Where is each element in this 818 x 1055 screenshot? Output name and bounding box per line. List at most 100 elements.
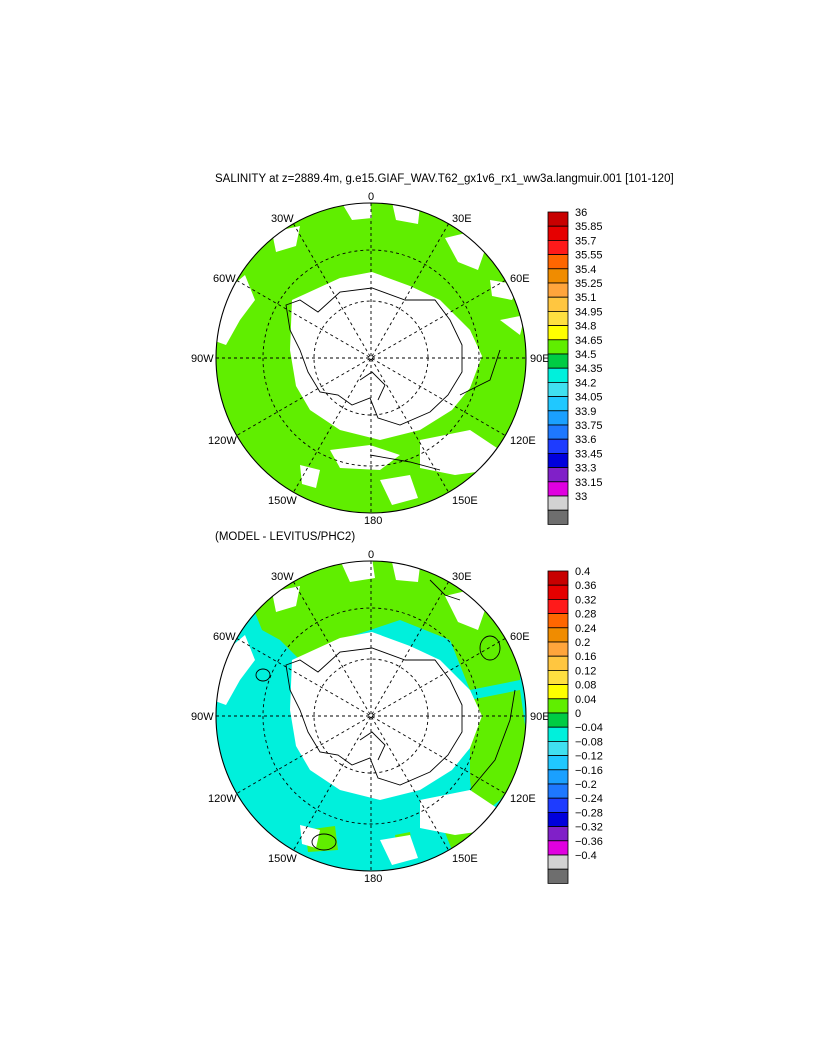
top-colorbar-label: 34.05	[575, 392, 603, 404]
top-label-lon-60e: 60E	[510, 273, 530, 285]
top-colorbar-swatch	[547, 225, 569, 241]
top-colorbar-swatch	[547, 424, 569, 440]
top-colorbar-label: 35.7	[575, 235, 596, 247]
top-label-lon-30w: 30W	[271, 213, 294, 225]
top-meridian	[293, 223, 449, 493]
bottom-colorbar-label: 0.36	[575, 580, 596, 592]
top-colorbar-swatch	[547, 211, 569, 227]
top-label-lon-120w: 120W	[208, 435, 237, 447]
bottom-colorbar-label: −0.24	[575, 793, 603, 805]
bottom-colorbar-label: −0.08	[575, 736, 603, 748]
bottom-mask-patch	[272, 586, 300, 612]
top-colorbar-label: 34.35	[575, 363, 603, 375]
top-colorbar-swatch	[547, 381, 569, 397]
top-colorbar-label: 36	[575, 207, 587, 219]
top-label-lon-150e: 150E	[452, 495, 478, 507]
bottom-label-lon-90e: 90E	[530, 711, 550, 723]
bottom-colorbar-label: −0.04	[575, 722, 603, 734]
top-colorbar-swatch	[547, 509, 569, 525]
bottom-colorbar-swatch	[547, 570, 569, 586]
top-colorbar-swatch	[547, 396, 569, 412]
top-meridian	[236, 280, 506, 436]
bottom-label-lon-30e: 30E	[452, 571, 472, 583]
top-peninsula-coast	[359, 371, 386, 401]
bottom-colorbar-swatch	[547, 840, 569, 856]
top-label-lon-180: 180	[364, 515, 382, 527]
top-mask-patch	[380, 475, 418, 505]
bottom-colorbar-swatch	[547, 584, 569, 600]
top-colorbar-label: 33.45	[575, 448, 603, 460]
bottom-antarctica-coast	[285, 647, 463, 786]
bottom-colorbar-swatch	[547, 599, 569, 615]
bottom-label-lon-90w: 90W	[191, 711, 214, 723]
top-meridian	[293, 223, 449, 493]
bottom-meridian	[293, 581, 449, 851]
bottom-colorbar: 0.4 0.36 0.32 0.28 0.24 0.2 0.16 0.12 0.08 0.04 0 −…	[547, 566, 603, 884]
bottom-colorbar-label: 0.04	[575, 694, 596, 706]
top-meridian	[236, 280, 506, 436]
bottom-colorbar-label: −0.36	[575, 836, 603, 848]
bottom-land-south-america	[216, 635, 255, 705]
bottom-meridian	[236, 638, 506, 794]
top-mask-patch	[500, 315, 525, 335]
bottom-positive-region	[240, 561, 520, 690]
top-colorbar-swatch	[547, 254, 569, 270]
bottom-colorbar-label: 0.28	[575, 609, 596, 621]
bottom-colorbar-swatch	[547, 627, 569, 643]
bottom-colorbar-swatch	[547, 812, 569, 828]
top-colorbar-swatch	[547, 339, 569, 355]
bottom-colorbar-swatch	[547, 655, 569, 671]
bottom-colorbar-swatch	[547, 854, 569, 870]
bottom-label-lon-120e: 120E	[510, 793, 536, 805]
top-colorbar-label: 34.65	[575, 335, 603, 347]
top-mask-patch	[300, 465, 320, 488]
bottom-peninsula-coast	[359, 731, 386, 761]
top-contour-line	[369, 454, 441, 471]
bottom-colorbar-swatch	[547, 755, 569, 771]
bottom-contour-loop	[311, 833, 337, 851]
bottom-colorbar-label: −0.12	[575, 751, 603, 763]
bottom-colorbar-label: 0.4	[575, 566, 590, 578]
bottom-colorbar-swatch	[547, 797, 569, 813]
bottom-contour-line	[469, 689, 516, 791]
bottom-colorbar-label: −0.32	[575, 822, 603, 834]
top-colorbar-label: 35.85	[575, 221, 603, 233]
bottom-mask-patch	[300, 825, 320, 848]
top-colorbar-label: 34.5	[575, 349, 596, 361]
bottom-polar-map: 0 30E 60E 90E 120E 150E 180 150W 120W 90…	[191, 549, 550, 885]
top-colorbar-label: 33	[575, 491, 587, 503]
top-colorbar-swatch	[547, 452, 569, 468]
top-colorbar-swatch	[547, 495, 569, 511]
bottom-colorbar-label: −0.2	[575, 779, 597, 791]
top-colorbar-label: 33.9	[575, 406, 596, 418]
bottom-label-lon-180: 180	[364, 873, 382, 885]
bottom-colorbar-swatch	[547, 712, 569, 728]
top-colorbar-label: 33.3	[575, 463, 596, 475]
bottom-colorbar-swatch	[547, 769, 569, 785]
bottom-colorbar-label: 0.24	[575, 623, 596, 635]
bottom-contour-line	[429, 579, 461, 601]
top-colorbar-label: 34.2	[575, 377, 596, 389]
top-colorbar-label: 35.55	[575, 250, 603, 262]
top-label-lon-120e: 120E	[510, 435, 536, 447]
bottom-label-lon-120w: 120W	[208, 793, 237, 805]
figure-title: SALINITY at z=2889.4m, g.e15.GIAF_WAV.T6…	[215, 173, 674, 185]
top-colorbar-swatch	[547, 310, 569, 326]
top-colorbar-swatch	[547, 410, 569, 426]
bottom-colorbar-swatch	[547, 726, 569, 742]
top-colorbar: 36 35.85 35.7 35.55 35.4 35.25 35.1 34.95 34.8 34…	[547, 207, 603, 525]
top-antarctica-coast	[285, 287, 463, 426]
top-map-border	[215, 202, 527, 514]
top-contour-line	[459, 349, 501, 396]
top-colorbar-swatch	[547, 296, 569, 312]
bottom-meridian	[293, 581, 449, 851]
bottom-colorbar-label: −0.28	[575, 807, 603, 819]
bottom-parallel-circle	[262, 607, 480, 825]
bottom-mask-patch	[340, 561, 375, 582]
top-colorbar-swatch	[547, 481, 569, 497]
bottom-label-lon-150e: 150E	[452, 853, 478, 865]
bottom-contour-loop	[479, 635, 501, 661]
top-colorbar-label: 35.4	[575, 264, 596, 276]
bottom-colorbar-swatch	[547, 684, 569, 700]
